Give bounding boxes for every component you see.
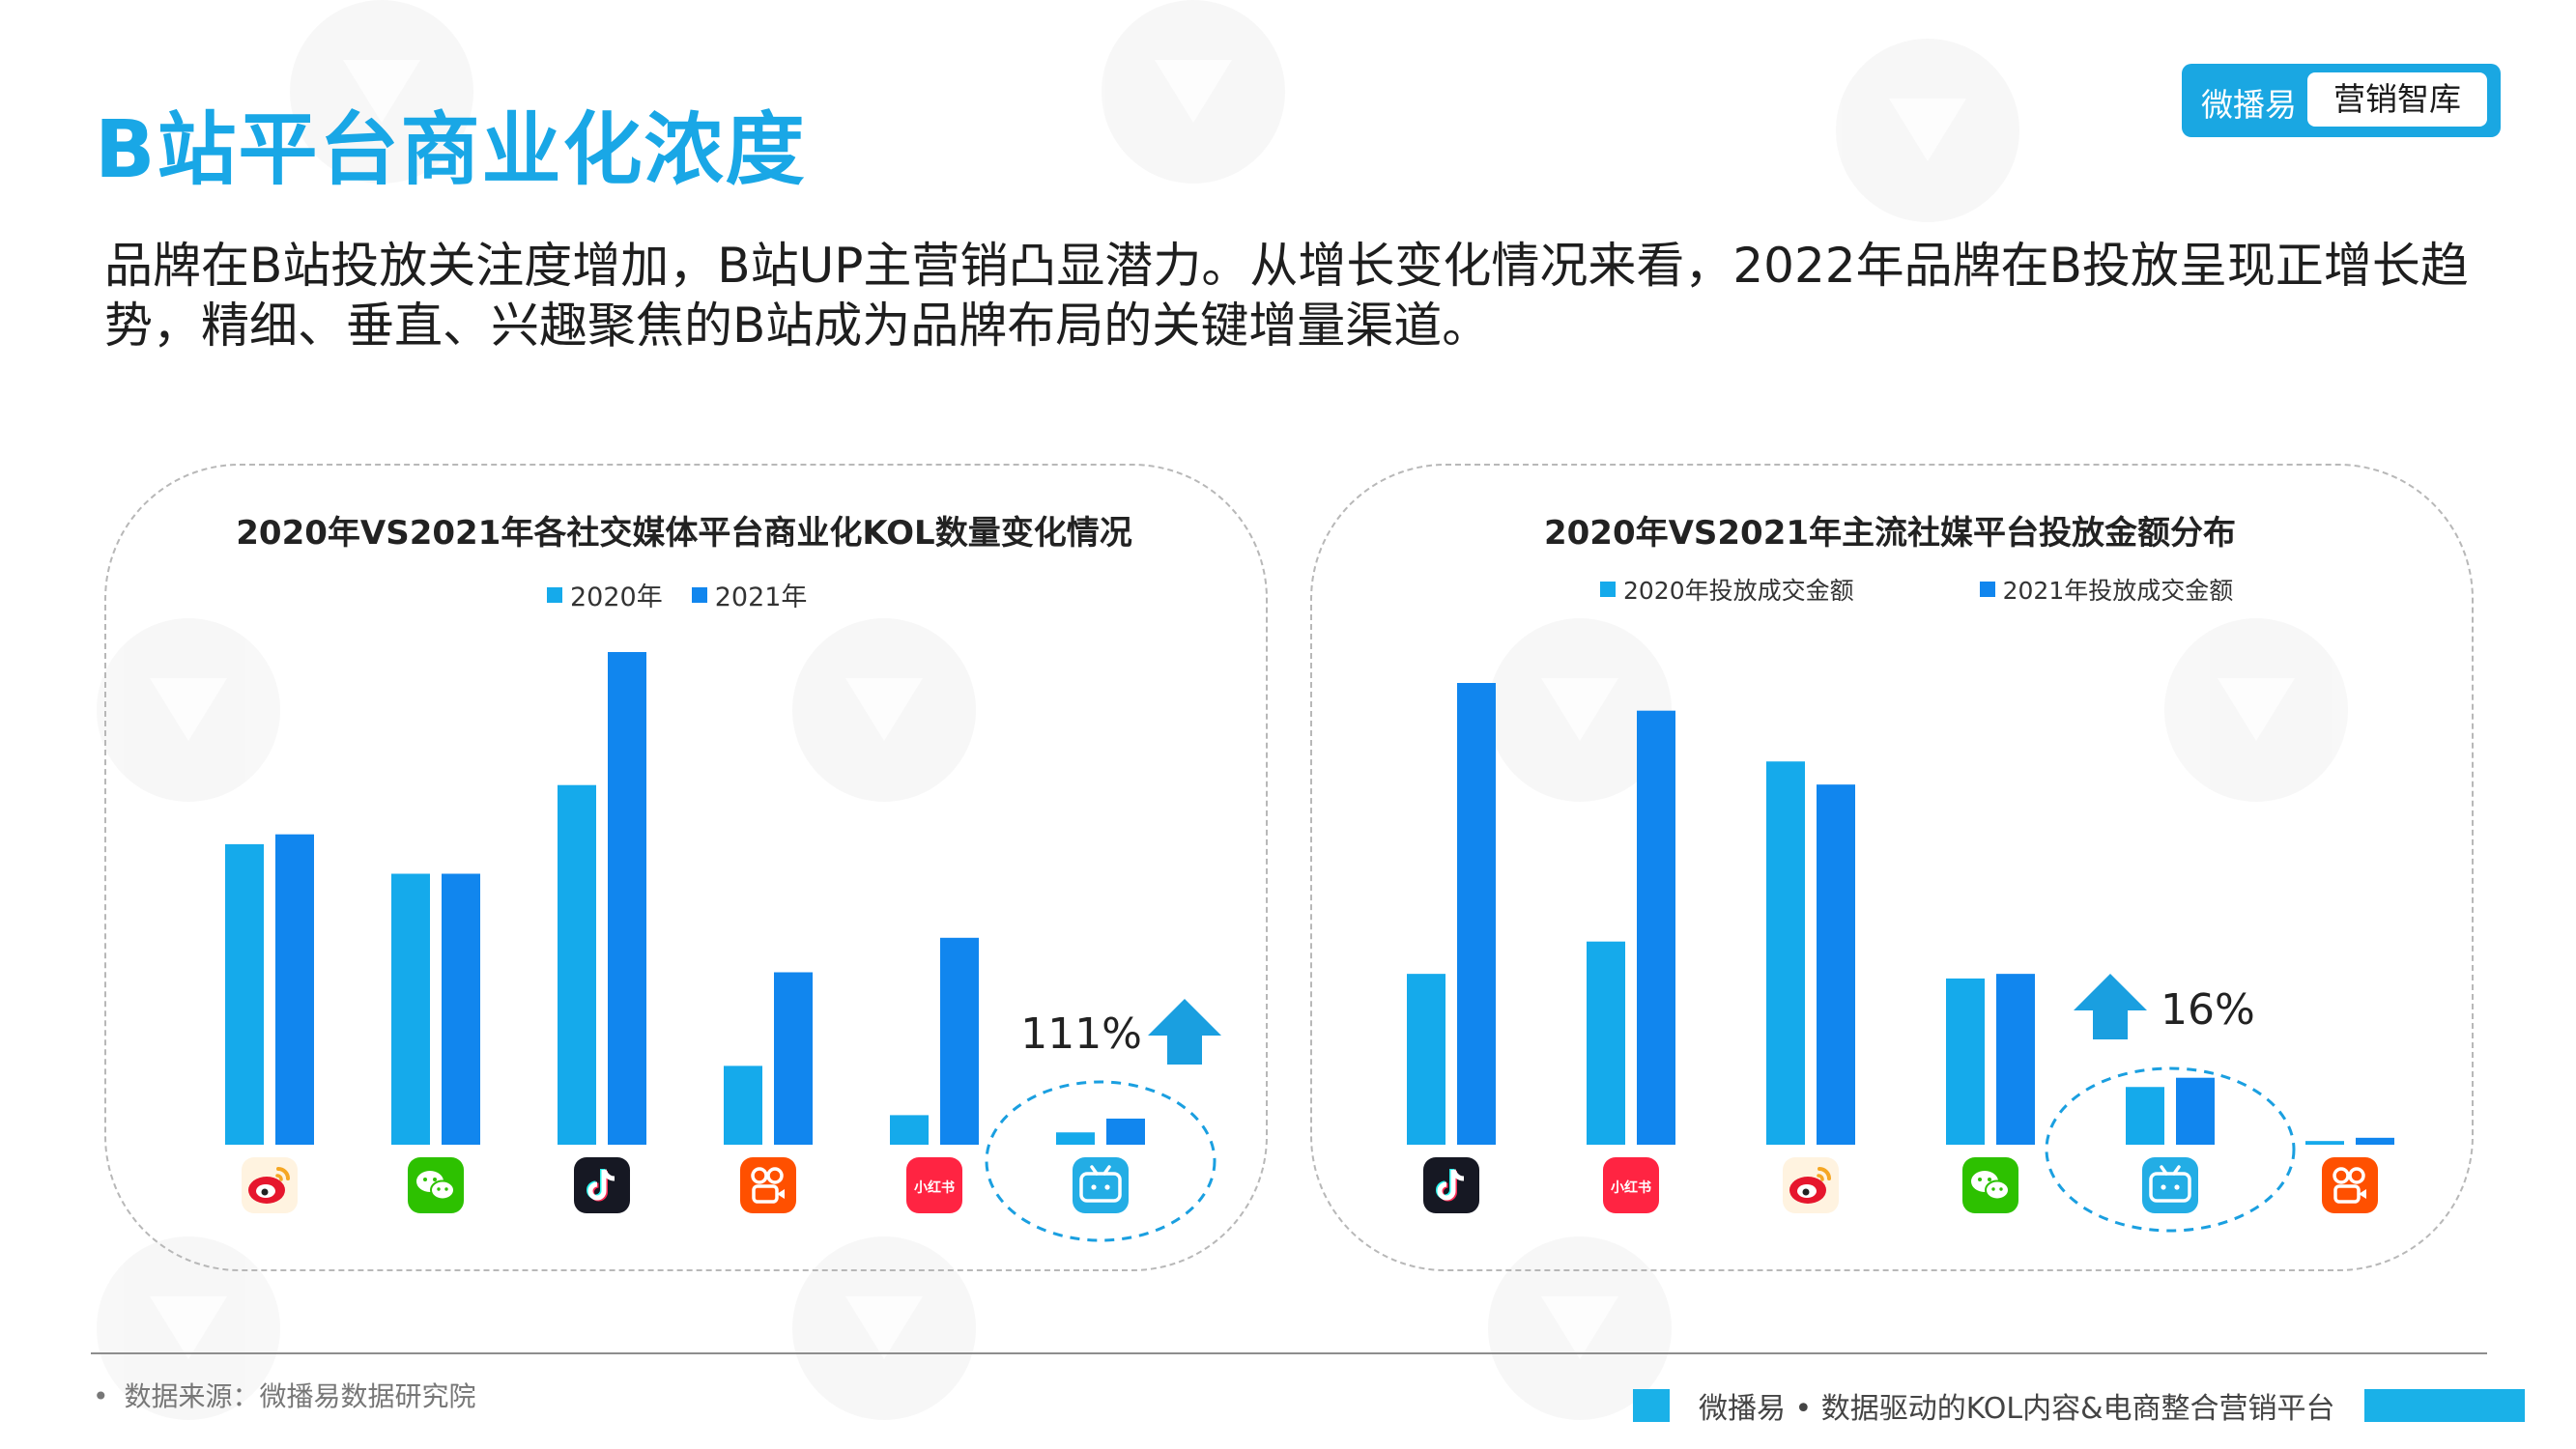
bar-series2	[1817, 784, 1855, 1145]
watermark-logo	[2164, 618, 2348, 802]
growth-annotation: 16%	[2161, 985, 2255, 1035]
chart-title-spend: 2020年VS2021年主流社媒平台投放金额分布	[1543, 514, 2237, 553]
growth-arrow-icon	[1148, 999, 1221, 1065]
data-source-note: • 数据来源：微播易数据研究院	[93, 1376, 476, 1414]
wechat-icon	[408, 1157, 464, 1213]
svg-text:小红书: 小红书	[1611, 1179, 1651, 1196]
bar-series2	[1457, 683, 1496, 1145]
legend-label: 2020年投放成交金额	[1623, 577, 1854, 605]
chart-panel-spend	[1310, 464, 2474, 1271]
wechat-icon	[1962, 1157, 2018, 1213]
svg-text:小红书: 小红书	[914, 1179, 955, 1196]
bar-series1	[391, 873, 430, 1145]
bar-series1	[1407, 974, 1445, 1145]
bar-series2	[442, 873, 480, 1145]
bar-series1	[225, 843, 264, 1145]
bar-series1	[2305, 1141, 2344, 1145]
kuaishou-icon	[2322, 1157, 2378, 1213]
watermark-logo	[1102, 0, 1285, 184]
chart-title-kol: 2020年VS2021年各社交媒体平台商业化KOL数量变化情况	[236, 514, 1132, 553]
legend-item: 2021年	[691, 576, 808, 613]
bar-series2	[774, 972, 813, 1145]
chart-legend-spend: 2020年投放成交金额 2021年投放成交金额	[1600, 572, 2233, 607]
legend-swatch	[691, 586, 707, 603]
highlight-circle	[2045, 1066, 2296, 1233]
weibo-icon	[1783, 1157, 1839, 1213]
bar-series2	[1106, 1118, 1145, 1145]
bilibili-icon	[1073, 1157, 1129, 1213]
legend-item: 2021年投放成交金额	[1979, 572, 2234, 607]
bilibili-icon	[2142, 1157, 2198, 1213]
watermark-logo	[97, 618, 280, 802]
xiaohongshu-icon: 小红书	[906, 1157, 962, 1213]
weibo-icon	[242, 1157, 298, 1213]
bar-series2	[2176, 1077, 2215, 1145]
bullet: •	[93, 1380, 109, 1412]
chart-panel-kol	[104, 464, 1268, 1271]
watermark-logo	[290, 0, 473, 184]
badge-label: 营销智库	[2307, 72, 2487, 127]
bar-series2	[608, 652, 646, 1145]
douyin-icon	[1423, 1157, 1479, 1213]
bar-series1	[1766, 761, 1805, 1145]
footer-divider	[91, 1352, 2487, 1354]
footer-square	[1633, 1389, 1670, 1422]
brand-badge: 微播易 营销智库	[2182, 64, 2501, 137]
bar-series1	[2126, 1087, 2164, 1145]
bar-series1	[1587, 941, 1625, 1145]
bar-series2	[1996, 974, 2035, 1145]
legend-swatch	[1600, 582, 1616, 597]
legend-item: 2020年投放成交金额	[1600, 572, 1854, 607]
kol-bar-chart: 小红书 111%	[225, 652, 1221, 1242]
highlight-circle	[985, 1080, 1216, 1242]
legend-swatch	[547, 586, 562, 603]
page-description: 品牌在B站投放关注度增加，B站UP主营销凸显潜力。从增长变化情况来看，2022年…	[104, 238, 2469, 354]
growth-annotation: 111%	[1020, 1009, 1142, 1059]
footer-tagline-block: 微播易 • 数据驱动的KOL内容&电商整合营销平台	[1633, 1387, 2525, 1426]
bar-series2	[275, 834, 314, 1145]
watermark-logo	[1836, 39, 2019, 222]
watermark-logo	[792, 1236, 976, 1420]
bar-series1	[1056, 1132, 1095, 1145]
bar-series2	[1637, 710, 1675, 1145]
bar-series2	[940, 937, 979, 1145]
source-text: 数据来源：微播易数据研究院	[124, 1380, 476, 1412]
bar-series2	[2356, 1137, 2394, 1145]
legend-label: 2021年	[714, 582, 808, 612]
bar-series1	[724, 1065, 762, 1145]
watermark-logo	[792, 618, 976, 802]
kuaishou-icon	[740, 1157, 796, 1213]
watermark-logo	[1488, 618, 1672, 802]
footer-tagline: 微播易 • 数据驱动的KOL内容&电商整合营销平台	[1699, 1392, 2335, 1426]
legend-label: 2020年	[570, 582, 663, 612]
watermark-logo	[97, 1236, 280, 1420]
page-title: B站平台商业化浓度	[95, 104, 807, 196]
chart-legend-kol: 2020年 2021年	[547, 576, 807, 613]
footer-bar	[2363, 1389, 2525, 1422]
bar-series1	[890, 1115, 929, 1145]
legend-swatch	[1979, 582, 1995, 597]
legend-item: 2020年	[547, 576, 663, 613]
legend-label: 2021年投放成交金额	[2002, 577, 2234, 605]
xiaohongshu-icon: 小红书	[1603, 1157, 1659, 1213]
bar-series1	[558, 784, 596, 1145]
bar-series1	[1946, 978, 1985, 1145]
spend-bar-chart: 小红书 16%	[1407, 683, 2394, 1233]
badge-brand: 微播易	[2201, 86, 2297, 124]
douyin-icon	[574, 1157, 630, 1213]
growth-arrow-icon	[2074, 974, 2147, 1039]
